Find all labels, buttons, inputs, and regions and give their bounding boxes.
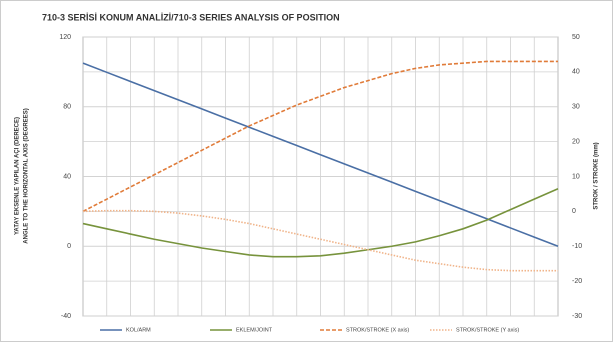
- series-line: [82, 62, 559, 247]
- series-line: [82, 187, 559, 258]
- y2-tick-label: 10: [572, 173, 580, 180]
- y2-tick-label: 50: [572, 34, 580, 41]
- y2-tick-label: -30: [572, 313, 582, 320]
- y2-tick-label: -20: [572, 278, 582, 285]
- y-tick-label: -40: [61, 313, 71, 320]
- y-tick-label: 40: [63, 173, 71, 180]
- y-tick-label: 80: [63, 104, 71, 111]
- series-line: [82, 60, 558, 213]
- y2-tick-label: 30: [572, 104, 580, 111]
- y-axis-label: YATAY EKSENLE YAPILAN AÇI (DERECE): [15, 117, 21, 235]
- y2-tick-label: 40: [572, 69, 580, 76]
- legend-label: STROK/STROKE (Y axis): [456, 327, 519, 333]
- y2-tick-label: 0: [572, 208, 576, 215]
- legend-label: KOL/ARM: [126, 327, 151, 333]
- y-tick-label: 0: [67, 243, 71, 250]
- legend-label: STROK/STROKE (X axis): [346, 327, 409, 333]
- series-line: [82, 209, 558, 272]
- y-axis-label: ANGLE TO THE HORIZONTAL AXIS (DEGREES): [24, 108, 30, 243]
- y2-tick-label: 20: [572, 138, 580, 145]
- y2-tick-label: -10: [572, 243, 582, 250]
- legend-label: EKLEM/JOINT: [236, 327, 273, 333]
- chart-title: 710-3 SERİSİ KONUM ANALİZİ/710-3 SERIES …: [42, 12, 340, 22]
- y2-axis-label: STROK / STROKE (mm): [594, 142, 600, 209]
- y-tick-label: 120: [59, 34, 71, 41]
